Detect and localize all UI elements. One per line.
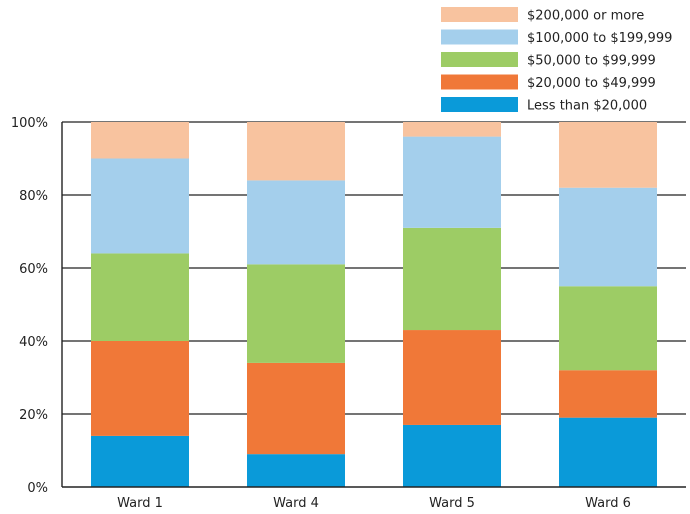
legend-swatch [441,74,518,90]
x-axis-ticks: Ward 1 Ward 4 Ward 5 Ward 6 [117,496,631,511]
bar-ward-1-series-0 [91,435,189,487]
y-tick-label: 100% [11,116,48,131]
legend-swatch [441,29,518,45]
bar-ward-4-series-1 [247,362,345,455]
bar-ward-5-series-3 [403,136,501,228]
legend-swatch [441,7,518,22]
bar-ward-5-series-4 [403,122,501,137]
y-axis-ticks: 0% 20% 40% 60% 80% 100% [11,116,48,496]
bar-ward-6-series-0 [559,417,657,487]
legend: $200,000 or more $100,000 to $199,999 $50,… [441,7,672,114]
legend-label: Less than $20,000 [527,99,647,114]
bar-ward-4-series-2 [247,264,345,363]
x-tick-label: Ward 5 [429,496,475,511]
bar-segments [91,122,657,487]
x-tick-label: Ward 1 [117,496,163,511]
legend-swatch [441,52,518,67]
y-tick-label: 80% [19,189,48,204]
x-tick-label: Ward 6 [585,496,631,511]
bar-ward-1-series-1 [91,341,189,436]
y-tick-label: 20% [19,408,48,423]
bar-ward-1-series-3 [91,158,189,254]
x-tick-label: Ward 4 [273,496,319,511]
bar-ward-5-series-2 [403,227,501,331]
y-tick-label: 0% [27,481,48,496]
bar-ward-6-series-3 [559,187,657,287]
bar-ward-6-series-1 [559,370,657,418]
bar-ward-1-series-2 [91,253,189,341]
y-tick-label: 40% [19,335,48,350]
bar-ward-5-series-0 [403,424,501,487]
legend-swatch [441,97,518,112]
bar-ward-4-series-4 [247,122,345,181]
axes [61,122,686,488]
legend-label: $20,000 to $49,999 [527,76,656,91]
y-tick-label: 60% [19,262,48,277]
bar-ward-6-series-4 [559,122,657,188]
legend-label: $200,000 or more [527,9,644,24]
bar-ward-6-series-2 [559,286,657,371]
legend-label: $50,000 to $99,999 [527,54,656,69]
bar-ward-1-series-4 [91,122,189,159]
legend-label: $100,000 to $199,999 [527,31,672,46]
bar-ward-4-series-0 [247,454,345,487]
bar-ward-4-series-3 [247,180,345,265]
bar-ward-5-series-1 [403,330,501,425]
